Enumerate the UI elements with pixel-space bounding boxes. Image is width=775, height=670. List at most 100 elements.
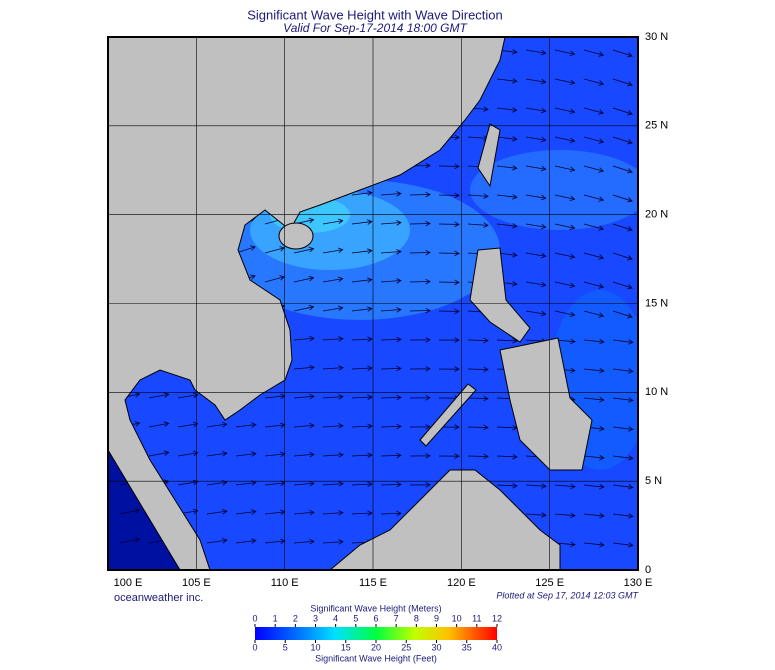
wave-arrow: [409, 337, 431, 343]
wave-arrow: [525, 512, 547, 518]
feet-tick-label: 10: [310, 642, 320, 652]
wave-arrow: [177, 479, 199, 486]
wave-arrow: [148, 421, 170, 428]
wave-arrow: [206, 509, 228, 515]
wave-arrow: [525, 223, 547, 230]
wave-arrow: [554, 194, 576, 202]
wave-arrow: [351, 190, 373, 196]
feet-tick-label: 20: [371, 642, 381, 652]
colorbar-meters-label: Significant Wave Height (Meters): [310, 603, 441, 613]
wave-arrow: [293, 246, 315, 254]
wave-arrow: [438, 366, 460, 372]
wave-arrow: [525, 49, 547, 56]
wave-arrow: [148, 450, 170, 457]
wave-arrow: [438, 250, 460, 257]
wave-arrow: [612, 484, 634, 490]
wave-arrow: [438, 192, 460, 199]
wave-arrow: [525, 310, 547, 317]
wave-arrow: [438, 279, 460, 286]
lat-tick-label: 25 N: [645, 120, 668, 132]
wave-arrow: [409, 220, 431, 227]
wave-arrow: [293, 538, 315, 545]
wave-arrow: [206, 451, 228, 457]
colorbar-feet-label: Significant Wave Height (Feet): [315, 653, 437, 663]
wave-arrow: [380, 278, 402, 284]
wave-arrow: [496, 223, 518, 229]
wave-arrow: [438, 337, 460, 343]
wave-arrow: [583, 252, 605, 260]
wave-arrow: [438, 453, 460, 459]
wave-arrow: [293, 422, 315, 429]
title: Significant Wave Height with Wave Direct…: [247, 7, 503, 22]
land-taiwan: [477, 123, 501, 188]
wave-arrow: [583, 223, 605, 231]
wave-arrow: [380, 423, 402, 430]
meters-tick-label: 9: [434, 613, 439, 623]
wave-arrow: [409, 482, 431, 488]
wave-arrow: [525, 194, 547, 201]
wave-arrow: [351, 452, 373, 458]
wave-arrow: [496, 165, 518, 171]
wave-arrow: [380, 336, 402, 343]
wave-arrow: [351, 248, 373, 254]
wave-arrow: [177, 450, 199, 457]
meters-tick-label: 6: [373, 613, 378, 623]
wave-arrow: [380, 394, 402, 401]
wave-arrow: [612, 397, 634, 403]
wave-arrow: [496, 194, 518, 200]
wave-arrow: [322, 305, 344, 312]
wave-arrow: [409, 424, 431, 430]
wave-arrow: [612, 513, 634, 519]
wave-arrow: [351, 365, 373, 371]
wave-arrow: [583, 483, 605, 490]
wave-arrow: [322, 510, 344, 516]
wave-arrow: [496, 453, 518, 460]
wave-arrow: [380, 452, 402, 459]
wave-arrow: [380, 510, 402, 517]
wave-arrow: [293, 364, 315, 371]
wave-arrow: [322, 247, 344, 254]
wave-arrow: [583, 396, 605, 403]
wave-arrow: [380, 220, 402, 226]
feet-tick-label: 15: [341, 642, 351, 652]
wave-arrow: [351, 336, 373, 342]
wave-arrow: [177, 392, 199, 399]
lon-tick-label: 110 E: [271, 577, 299, 589]
plotted-at: Plotted at Sep 17, 2014 12:03 GMT: [496, 590, 639, 600]
wave-arrow: [351, 219, 373, 225]
lat-tick-label: 5 N: [645, 475, 662, 487]
feet-tick-label: 30: [431, 642, 441, 652]
wave-arrow: [612, 310, 633, 319]
lon-tick-label: 125 E: [535, 577, 564, 589]
lat-tick-label: 10 N: [645, 386, 668, 398]
map-frame: [107, 36, 639, 571]
feet-tick-label: 25: [401, 642, 411, 652]
wave-arrow: [583, 107, 605, 115]
meters-tick-label: 10: [452, 613, 462, 623]
meters-tick-label: 12: [492, 613, 502, 623]
lon-tick-label: 120 E: [447, 577, 476, 589]
wave-arrow: [612, 368, 634, 374]
land-borneo: [329, 469, 561, 570]
wave-arrow: [583, 78, 605, 86]
wave-arrow: [554, 136, 576, 144]
wave-arrow: [380, 191, 402, 197]
wave-arrow: [525, 165, 547, 172]
wave-arrow: [525, 78, 547, 85]
wave-arrow: [322, 539, 344, 545]
feet-tick-label: 5: [283, 642, 288, 652]
wave-arrow: [554, 310, 576, 318]
wave-arrow: [177, 421, 199, 428]
wave-arrow: [438, 221, 460, 228]
wave-arrow: [467, 424, 489, 431]
wave-arrow: [496, 78, 518, 84]
land-mainland: [108, 37, 506, 570]
wave-arrow: [525, 107, 547, 114]
wave-arrow: [554, 223, 576, 231]
wave-arrow: [264, 275, 286, 283]
wave-arrow: [612, 136, 633, 145]
wave-arrow: [264, 246, 286, 254]
wave-arrow: [612, 426, 634, 432]
wave-arrow: [351, 423, 373, 429]
wave-arrow: [351, 394, 373, 400]
